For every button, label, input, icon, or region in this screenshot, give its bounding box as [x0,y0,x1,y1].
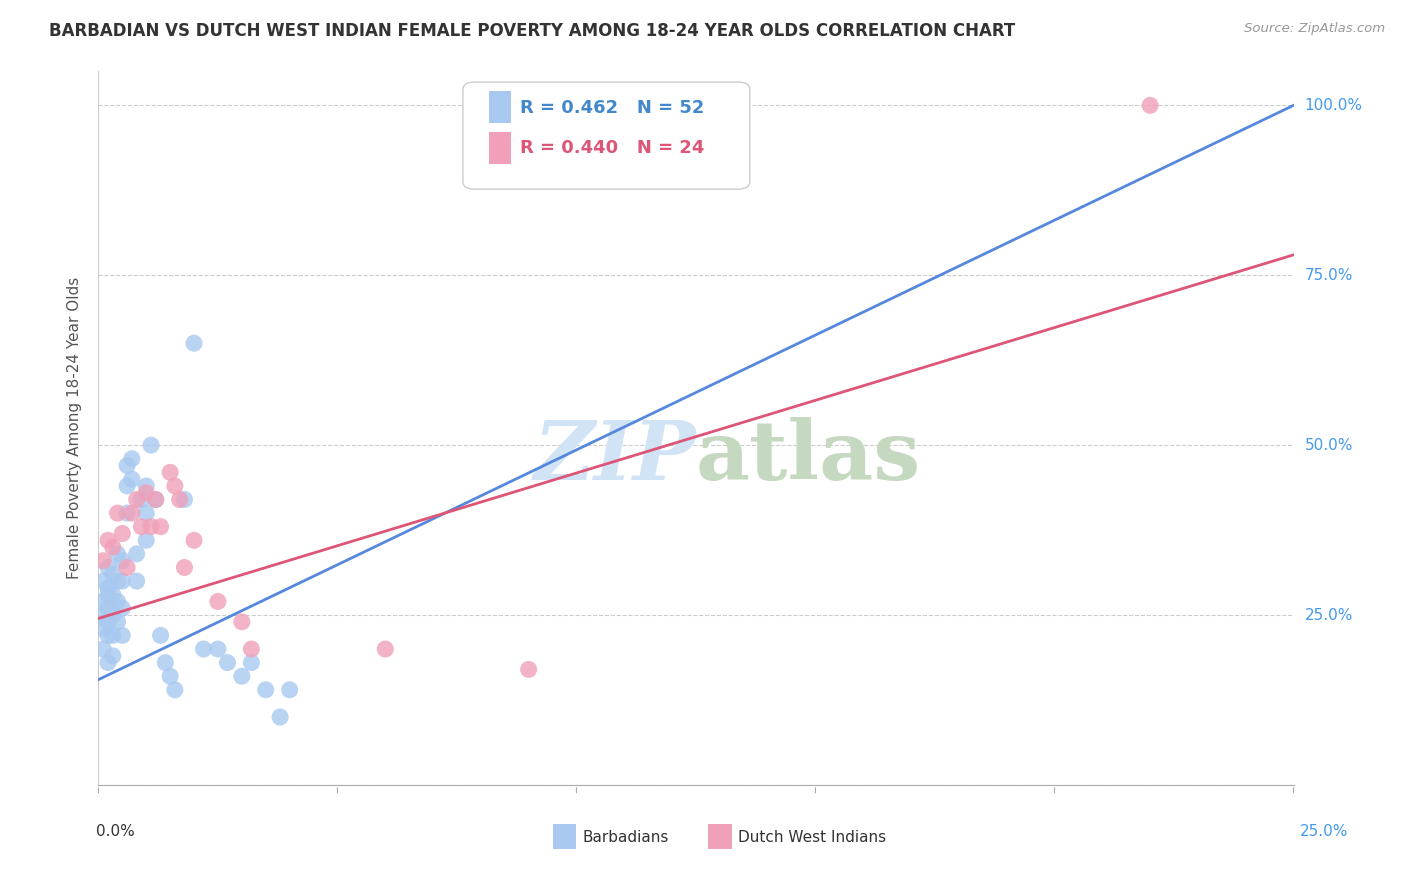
Point [97,588,120,602]
Point [101,648,124,663]
Point [107,506,129,520]
Point [145,492,167,507]
Text: 0.0%: 0.0% [96,824,135,839]
Point [115,560,138,574]
Point [125,547,148,561]
Point [115,479,138,493]
Text: Dutch West Indians: Dutch West Indians [738,830,886,845]
Point [159,466,181,480]
Point [217,656,239,670]
Point [101,628,124,642]
Point [121,506,143,520]
Point [155,656,177,670]
Point [183,533,205,548]
Point [91,594,114,608]
Point [135,506,157,520]
Point [97,581,120,595]
Point [169,492,191,507]
Point [517,662,540,676]
Text: 25.0%: 25.0% [1305,607,1353,623]
FancyBboxPatch shape [463,82,749,189]
Point [107,574,129,588]
Text: 50.0%: 50.0% [1305,438,1353,452]
Point [240,656,263,670]
Text: R = 0.440   N = 24: R = 0.440 N = 24 [520,139,704,157]
Point [101,567,124,582]
Point [149,519,172,533]
Point [97,615,120,629]
Point [87,608,110,623]
Point [97,628,120,642]
Point [254,682,277,697]
Point [163,479,186,493]
Point [107,615,129,629]
Point [207,642,229,657]
Point [111,601,134,615]
Point [135,485,157,500]
Point [101,588,124,602]
Point [139,519,162,533]
Bar [489,132,510,164]
Point [193,642,215,657]
Point [173,492,195,507]
Point [139,438,162,452]
Text: R = 0.462   N = 52: R = 0.462 N = 52 [520,99,704,117]
Text: ZIP: ZIP [533,417,696,497]
Text: 75.0%: 75.0% [1305,268,1353,283]
Text: 25.0%: 25.0% [1299,824,1348,839]
Point [135,533,157,548]
Point [111,554,134,568]
Text: BARBADIAN VS DUTCH WEST INDIAN FEMALE POVERTY AMONG 18-24 YEAR OLDS CORRELATION : BARBADIAN VS DUTCH WEST INDIAN FEMALE PO… [49,22,1015,40]
Point [97,560,120,574]
Point [145,492,167,507]
Point [173,560,195,574]
Bar [709,824,733,849]
Bar [489,91,510,123]
Point [111,574,134,588]
Point [269,710,291,724]
Point [131,519,153,533]
Point [125,492,148,507]
Point [240,642,263,657]
Point [1139,98,1161,112]
Point [207,594,229,608]
Text: 100.0%: 100.0% [1305,98,1362,113]
Point [231,615,253,629]
Point [115,458,138,473]
Point [97,656,120,670]
Y-axis label: Female Poverty Among 18-24 Year Olds: Female Poverty Among 18-24 Year Olds [67,277,83,579]
Point [111,628,134,642]
Point [111,526,134,541]
Point [101,540,124,554]
Point [91,642,114,657]
Point [107,547,129,561]
Point [91,622,114,636]
Point [135,479,157,493]
Bar [553,824,576,849]
Text: Barbadians: Barbadians [582,830,669,845]
Point [149,628,172,642]
Point [121,451,143,466]
Point [183,336,205,351]
Point [374,642,396,657]
Point [97,533,120,548]
Point [115,506,138,520]
Point [107,594,129,608]
Point [278,682,301,697]
Point [125,574,148,588]
Text: Source: ZipAtlas.com: Source: ZipAtlas.com [1244,22,1385,36]
Point [231,669,253,683]
Point [91,574,114,588]
Point [97,601,120,615]
Point [163,682,186,697]
Point [159,669,181,683]
Point [91,554,114,568]
Point [131,492,153,507]
Point [101,608,124,623]
Point [121,472,143,486]
Text: atlas: atlas [696,417,921,497]
